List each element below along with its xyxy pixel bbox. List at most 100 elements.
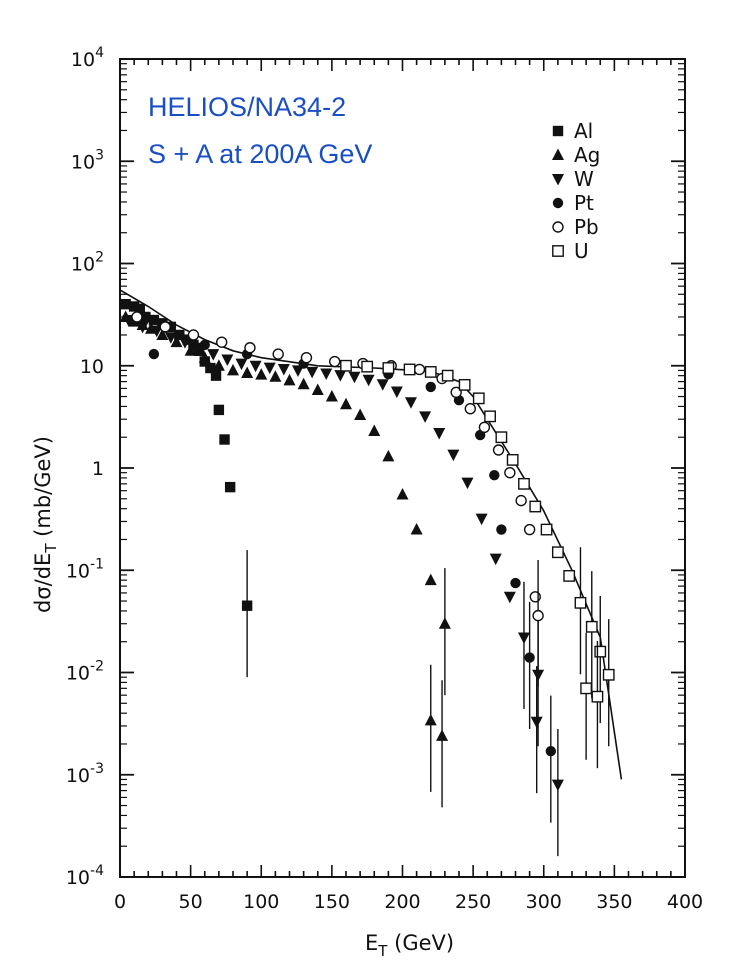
data-point-u <box>484 410 496 423</box>
data-point-pt <box>524 652 535 663</box>
data-point-al <box>210 370 222 381</box>
data-point-u <box>529 500 542 513</box>
data-point-w <box>263 362 276 375</box>
data-point-u <box>602 668 615 681</box>
data-point-ag <box>354 408 367 420</box>
data-point-al <box>188 339 199 351</box>
tick-marks <box>119 58 686 878</box>
data-point-al <box>120 298 131 310</box>
data-point-al <box>128 301 140 312</box>
data-point-w <box>207 349 220 361</box>
data-point-u <box>518 477 530 490</box>
y-tick-label-base: 10 <box>66 765 90 787</box>
data-point-w <box>390 386 403 398</box>
data-point-u <box>594 645 607 658</box>
data-point-ag <box>156 328 169 340</box>
series-ag <box>119 310 451 808</box>
data-point-w <box>221 354 234 367</box>
data-point-u <box>424 366 437 378</box>
legend-label-pt: Pt <box>574 191 594 215</box>
data-point-pt <box>148 348 160 360</box>
y-tick-label-exp: -2 <box>90 659 104 675</box>
legend-label-ag: Ag <box>574 143 600 167</box>
data-point-pb <box>159 321 171 333</box>
data-point-w <box>376 379 389 391</box>
data-point-pb <box>523 523 536 536</box>
data-point-w <box>178 337 191 349</box>
data-point-u <box>540 523 553 536</box>
legend-marker-pt <box>552 197 564 209</box>
y-tick-label: 1 <box>92 458 104 480</box>
x-axis-label: ET (GeV) <box>365 931 454 960</box>
data-point-w <box>291 365 304 377</box>
legend-item-ag: Ag <box>552 143 600 167</box>
data-point-u <box>382 362 395 374</box>
y-tick-label-base: 10 <box>71 254 95 276</box>
data-point-pt <box>425 381 436 393</box>
y-tick-label-exp: 4 <box>95 45 104 61</box>
y-tick-label-base: 10 <box>66 663 90 685</box>
data-point-u <box>340 359 352 372</box>
y-tick-label-base: 10 <box>71 49 95 71</box>
data-point-w <box>489 553 502 566</box>
data-point-pt <box>510 577 521 589</box>
legend-marker-w <box>552 174 564 186</box>
x-tick-labels: 0 50 100 150 200 250 300 350 400 <box>114 891 703 913</box>
data-point-ag <box>424 573 437 586</box>
data-point-w <box>136 321 149 334</box>
data-point-ag <box>255 368 268 380</box>
data-point-ag <box>438 617 451 629</box>
y-tick-label-exp: -1 <box>90 556 104 572</box>
data-point-pb <box>413 363 426 376</box>
y-tick-label-base: 10 <box>71 151 95 173</box>
data-point-ag <box>212 359 225 371</box>
data-point-pb <box>504 466 516 479</box>
y-tick-label-base: 10 <box>66 560 90 582</box>
x-axis-label-main: E <box>365 931 378 955</box>
y-tick-label-base: 10 <box>66 867 90 889</box>
data-point-w <box>551 779 564 792</box>
data-point-w <box>334 370 347 382</box>
data-point-u <box>551 546 564 559</box>
legend-item-u: U <box>552 239 589 263</box>
data-point-al <box>140 311 151 323</box>
y-axis-label: dσ/dET (mb/GeV) <box>31 436 60 613</box>
data-point-al <box>219 434 230 445</box>
data-point-pb <box>532 609 544 622</box>
legend-marker-al <box>552 125 564 137</box>
x-tick-label: 150 <box>314 891 350 913</box>
data-point-al <box>241 600 253 611</box>
data-point-pb <box>244 342 256 354</box>
y-tick-label-exp: -4 <box>90 863 104 879</box>
legend-label-u: U <box>574 239 589 263</box>
y-tick-label-base: 1 <box>92 458 104 480</box>
data-point-pb <box>478 421 491 434</box>
data-point-ag <box>424 713 437 726</box>
data-point-w <box>461 477 474 490</box>
x-axis-label-sub: T <box>377 942 388 960</box>
data-point-pt <box>199 339 210 351</box>
data-point-w <box>433 427 446 440</box>
data-point-w <box>503 591 516 604</box>
data-point-w <box>249 360 262 373</box>
data-point-ag <box>269 370 282 382</box>
data-point-u <box>574 596 587 609</box>
data-point-pb <box>131 311 143 323</box>
legend-item-pb: Pb <box>552 215 599 239</box>
legend-label-pb: Pb <box>574 215 599 239</box>
data-point-w <box>517 632 530 644</box>
data-point-u <box>458 378 471 391</box>
data-point-w <box>277 363 290 376</box>
data-point-al <box>174 329 185 341</box>
x-tick-label: 300 <box>526 891 562 913</box>
y-tick-label: 10-2 <box>66 659 104 685</box>
data-point-al <box>148 314 160 326</box>
data-point-w <box>150 325 163 338</box>
data-point-pb <box>515 494 527 507</box>
legend-label-al: Al <box>574 119 593 143</box>
data-point-ag <box>241 366 254 378</box>
data-point-w <box>306 366 319 379</box>
y-tick-label: 10-3 <box>66 761 104 787</box>
